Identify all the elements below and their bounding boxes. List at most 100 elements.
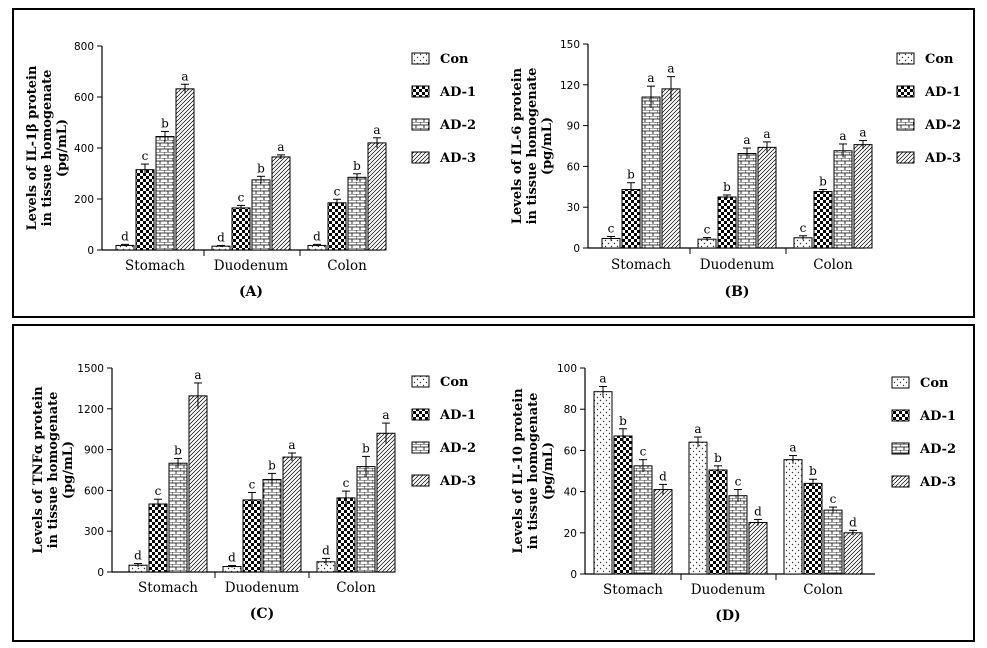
legend-swatch — [891, 376, 910, 389]
bar — [688, 441, 708, 575]
legend-swatch — [411, 474, 430, 487]
significance-letter: a — [599, 372, 606, 386]
significance-letter: a — [694, 422, 701, 436]
significance-letter: b — [723, 180, 731, 194]
y-tick-label: 300 — [84, 526, 104, 538]
significance-letter: a — [743, 133, 750, 147]
y-tick-label: 0 — [573, 243, 580, 255]
chart-panel-b: Levels of IL-6 proteinin tissue homogena… — [505, 14, 970, 314]
bar — [356, 466, 376, 573]
y-tick-label: 20 — [564, 528, 577, 540]
bottom-panel-frame — [12, 324, 975, 642]
significance-letter: c — [238, 190, 245, 204]
bar — [708, 469, 728, 575]
bar — [148, 503, 168, 573]
legend-label: AD-2 — [439, 118, 476, 133]
significance-letter: c — [830, 492, 837, 506]
significance-letter: a — [763, 127, 770, 141]
y-axis-label-line: (pg/mL) — [61, 441, 76, 499]
y-tick-label: 100 — [557, 363, 577, 375]
y-axis-label-line: Levels of IL-10 protein — [511, 388, 526, 554]
y-axis-label: Levels of IL-6 proteinin tissue homogena… — [510, 67, 555, 224]
chart-a-svg: Levels of IL-1β proteinin tissue homogen… — [25, 41, 476, 300]
bar — [717, 196, 737, 249]
legend-label: AD-2 — [924, 118, 961, 133]
significance-letter: c — [142, 149, 149, 163]
bar — [175, 88, 195, 251]
panel-label: (A) — [239, 284, 263, 300]
x-category-label: Stomach — [138, 580, 198, 596]
significance-letter: a — [288, 438, 295, 452]
legend-swatch — [411, 118, 430, 131]
significance-letter: a — [373, 123, 380, 137]
legend-swatch — [896, 118, 915, 131]
y-axis-label: Levels of IL-10 proteinin tissue homogen… — [511, 388, 556, 554]
legend-swatch — [891, 409, 910, 422]
significance-letter: d — [322, 543, 330, 557]
y-tick-label: 80 — [564, 404, 577, 416]
bar — [843, 532, 863, 575]
bar — [783, 459, 803, 575]
significance-letter: b — [161, 116, 169, 130]
bar — [135, 169, 155, 251]
bar — [242, 499, 262, 573]
significance-letter: c — [249, 477, 256, 491]
legend-swatch — [411, 408, 430, 421]
chart-panel-c: Levels of TNFα proteinin tissue homogena… — [20, 330, 490, 635]
panel-label: (D) — [715, 608, 740, 624]
legend-swatch — [896, 85, 915, 98]
significance-letter: a — [382, 408, 389, 422]
bar — [833, 150, 853, 249]
y-tick-label: 40 — [564, 487, 577, 499]
chart-c-svg: Levels of TNFα proteinin tissue homogena… — [31, 363, 476, 622]
legend-swatch — [891, 442, 910, 455]
significance-letter: d — [134, 549, 142, 563]
bar — [327, 202, 347, 251]
bar — [728, 495, 748, 575]
significance-letter: c — [735, 475, 742, 489]
significance-letter: c — [608, 221, 615, 235]
bar — [155, 136, 175, 251]
bar — [188, 395, 208, 573]
legend-label: AD-1 — [919, 409, 956, 424]
significance-letter: c — [155, 484, 162, 498]
y-axis-label: Levels of IL-1β proteinin tissue homogen… — [25, 65, 70, 230]
y-axis-label: Levels of TNFα proteinin tissue homogena… — [31, 386, 76, 554]
y-tick-label: 800 — [74, 41, 94, 53]
y-tick-label: 30 — [567, 202, 580, 214]
legend-label: AD-2 — [919, 442, 956, 457]
significance-letter: b — [174, 443, 182, 457]
chart-d-svg: Levels of IL-10 proteinin tissue homogen… — [511, 363, 956, 624]
significance-letter: d — [121, 229, 129, 243]
bar — [661, 88, 681, 249]
y-axis-label-line: (pg/mL) — [540, 117, 555, 175]
significance-letter: c — [343, 476, 350, 490]
significance-letter: d — [849, 515, 857, 529]
x-category-label: Duodenum — [225, 580, 300, 596]
y-tick-label: 400 — [74, 143, 94, 155]
significance-letter: a — [181, 69, 188, 83]
y-tick-label: 1200 — [77, 404, 104, 416]
significance-letter: b — [714, 451, 722, 465]
bar — [621, 189, 641, 249]
significance-letter: d — [217, 230, 225, 244]
legend-swatch — [411, 52, 430, 65]
bar — [823, 509, 843, 575]
legend-label: Con — [925, 52, 954, 67]
significance-letter: b — [268, 458, 276, 472]
y-axis-label-line: in tissue homogenate — [526, 393, 541, 550]
bar — [593, 391, 613, 575]
significance-letter: a — [647, 71, 654, 85]
legend-swatch — [411, 441, 430, 454]
bar — [231, 207, 251, 251]
bar — [251, 179, 271, 251]
y-tick-label: 0 — [97, 567, 104, 579]
x-category-label: Stomach — [611, 257, 671, 273]
legend-swatch — [896, 52, 915, 65]
significance-letter: a — [667, 62, 674, 76]
x-category-label: Colon — [813, 257, 853, 273]
chart-panel-d: Levels of IL-10 proteinin tissue homogen… — [500, 330, 970, 635]
y-tick-label: 150 — [560, 39, 580, 51]
y-tick-label: 60 — [564, 445, 577, 457]
top-panel-frame — [12, 8, 975, 318]
